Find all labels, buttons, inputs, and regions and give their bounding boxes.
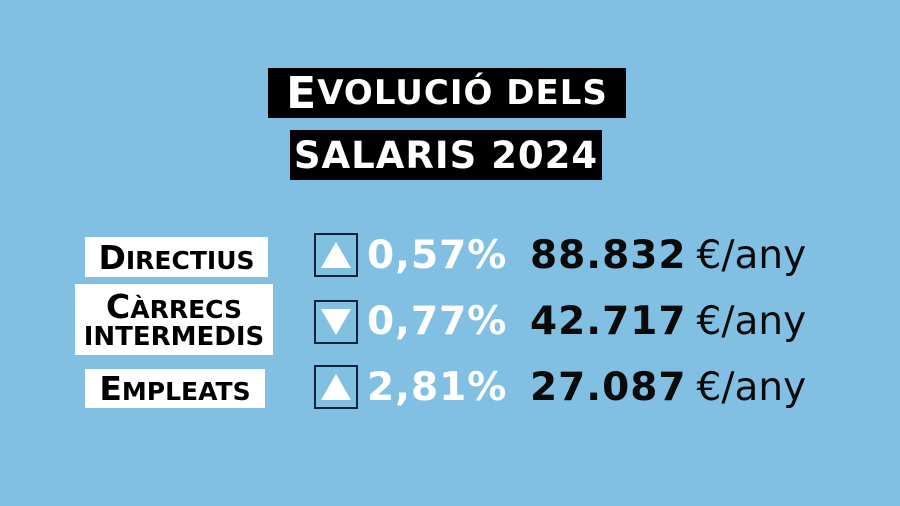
label-initial: E [99, 369, 122, 408]
title-line-2-text: SALARIS 2024 [293, 133, 599, 177]
label-empleats: EMPLEATS [85, 369, 265, 408]
salary-unit: €/any [696, 365, 807, 410]
label-initial: D [98, 237, 126, 277]
salary-carrecs-intermedis: 42.717 €/any [530, 300, 806, 344]
title-line-2: SALARIS 2024 [290, 130, 602, 180]
label-text: ÀRRECS [130, 294, 242, 324]
percent-carrecs-intermedis: 0,77% [367, 299, 508, 344]
label-carrecs-intermedis: CÀRRECS INTERMEDIS [75, 284, 273, 355]
salary-empleats: 27.087 €/any [530, 366, 806, 410]
label-text-line-2: INTERMEDIS [83, 321, 265, 352]
salary-unit: €/any [696, 299, 807, 344]
salary-value: 42.717 [530, 299, 687, 344]
triangle-down-icon [321, 309, 351, 335]
trend-box-directius [314, 233, 358, 277]
title-line-1: E VOLUCIÓ DELS [268, 67, 626, 119]
percent-directius: 0,57% [367, 233, 508, 278]
label-directius: DIRECTIUS [85, 237, 268, 277]
trend-box-empleats [314, 365, 358, 409]
salary-value: 27.087 [530, 365, 687, 410]
percent-empleats: 2,81% [367, 365, 508, 410]
label-initial: C [106, 286, 131, 326]
salary-value: 88.832 [530, 233, 687, 278]
label-text: IRECTIUS [125, 245, 255, 275]
triangle-up-icon [321, 242, 351, 268]
label-text: MPLEATS [121, 377, 251, 406]
trend-box-carrecs-intermedis [314, 300, 358, 344]
triangle-up-icon [321, 374, 351, 400]
title-line-1-text: VOLUCIÓ DELS [317, 73, 608, 113]
title-initial: E [286, 67, 318, 119]
salary-directius: 88.832 €/any [530, 234, 806, 278]
salary-unit: €/any [696, 233, 807, 278]
